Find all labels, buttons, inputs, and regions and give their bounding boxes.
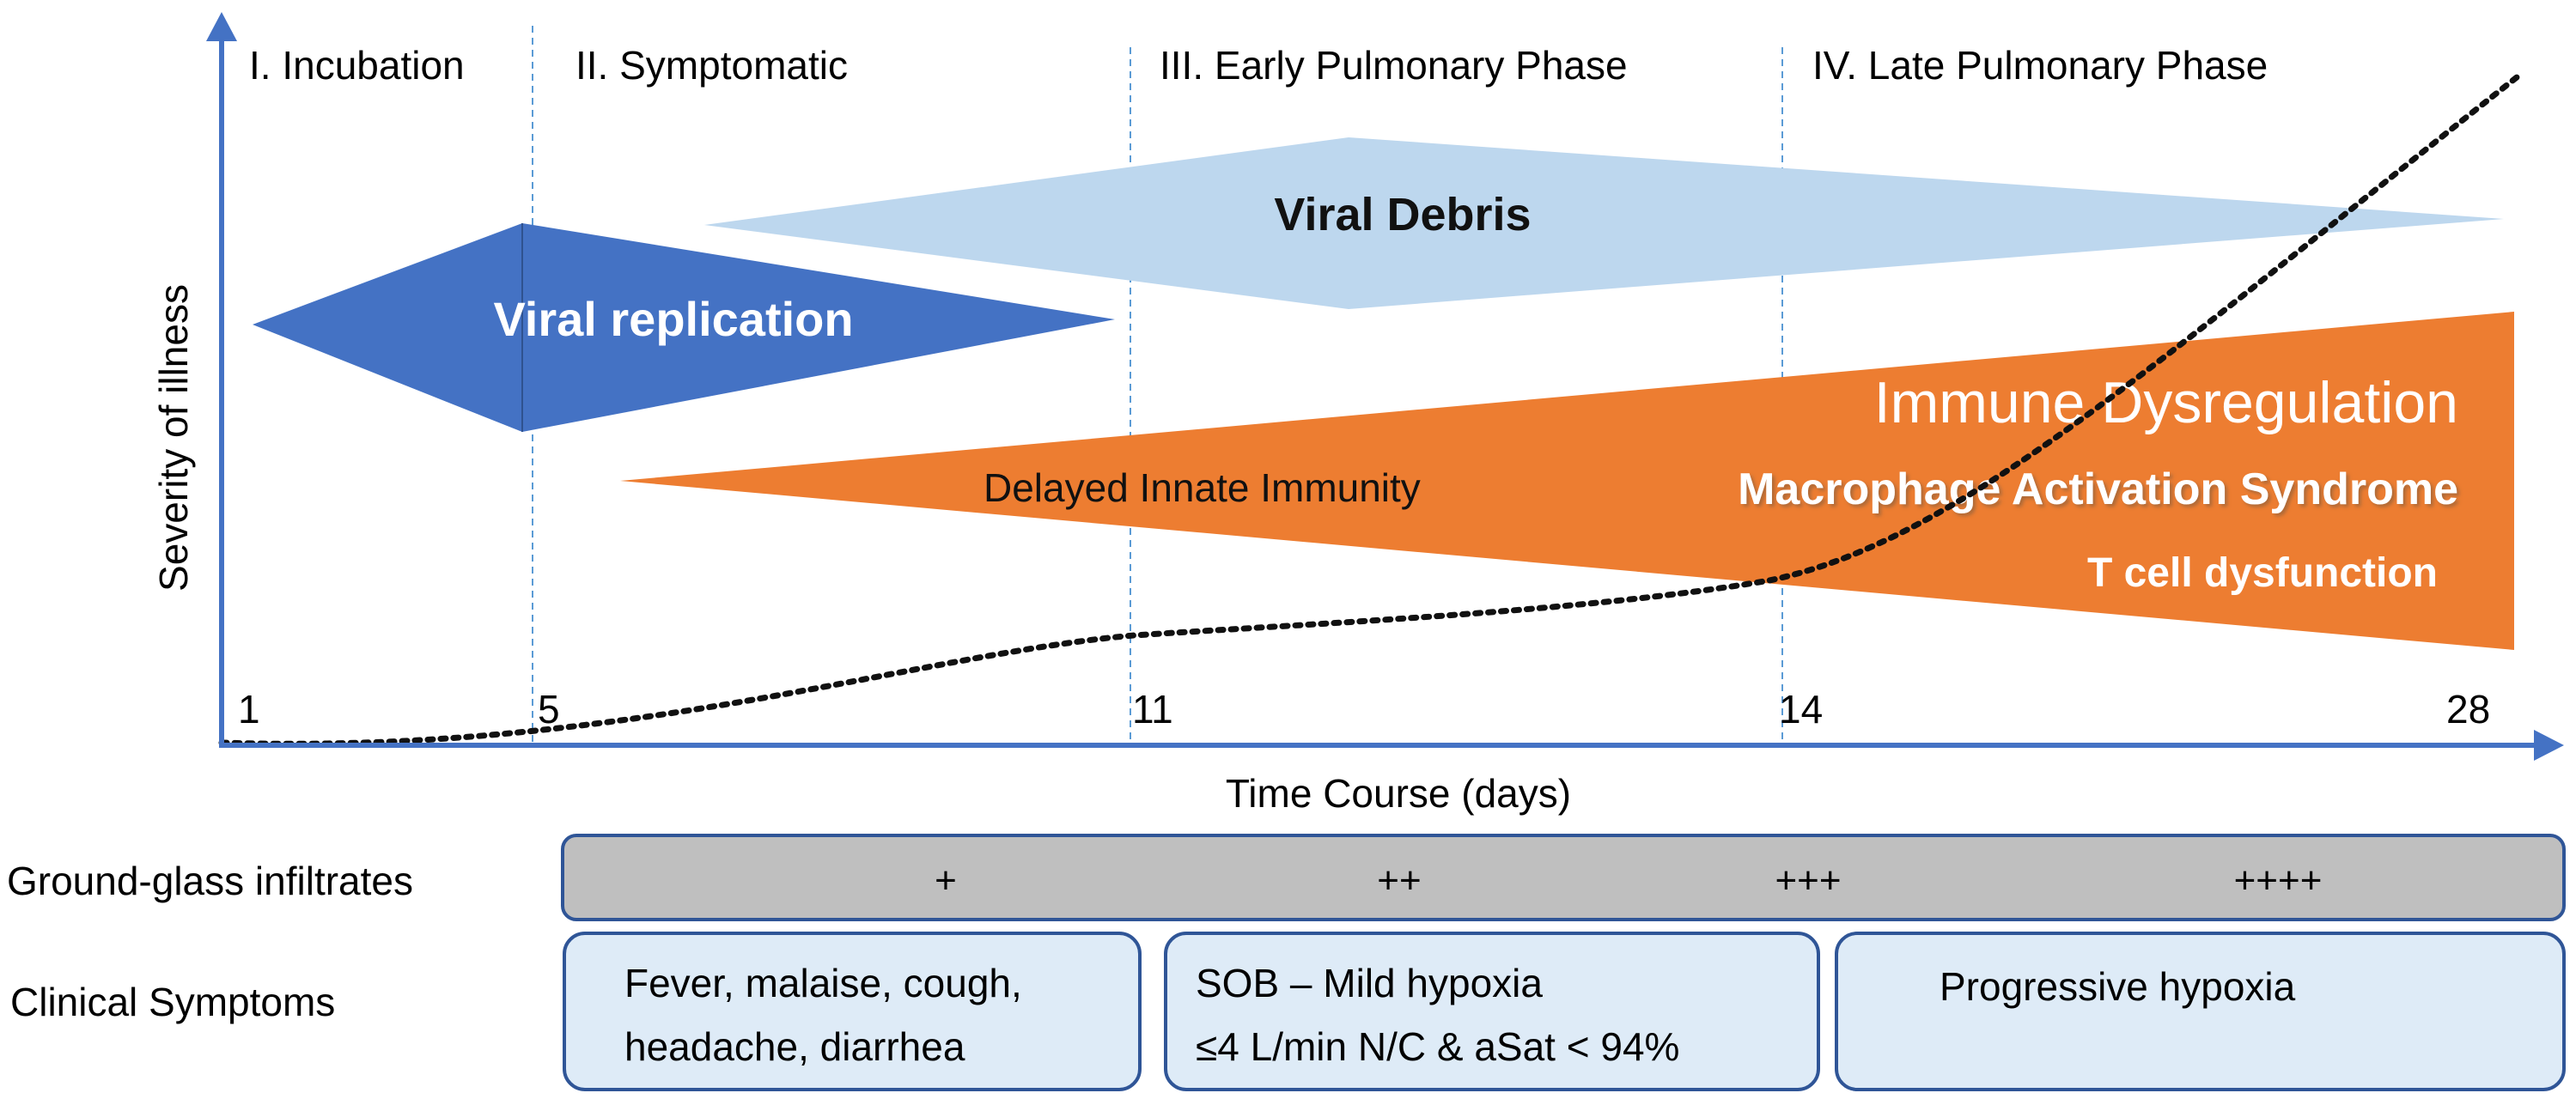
delayed-innate-immunity-label: Delayed Innate Immunity: [984, 465, 1421, 510]
mas-label: Macrophage Activation Syndrome: [1738, 464, 2458, 514]
immune-dysregulation-shape: [620, 312, 2514, 650]
tcell-dysfunction-label: T cell dysfunction: [2087, 550, 2438, 596]
clinical-box-early-line-1: Fever, malaise, cough,: [624, 961, 1022, 1005]
clinical-symptoms-label: Clinical Symptoms: [10, 980, 335, 1024]
ground-glass-level-2: ++: [1377, 859, 1421, 902]
clinical-box-early: [563, 932, 1142, 1091]
ground-glass-label: Ground-glass infiltrates: [7, 859, 413, 903]
ground-glass-level-1: +: [935, 859, 957, 902]
clinical-box-progressive-line-1: Progressive hypoxia: [1940, 964, 2296, 1009]
severity-curve: [218, 74, 2520, 747]
ground-glass-bar: [561, 834, 2566, 921]
y-axis-arrow: [206, 12, 237, 41]
ground-glass-level-3: +++: [1775, 859, 1841, 902]
clinical-box-mild-line-1: SOB – Mild hypoxia: [1196, 961, 1543, 1005]
clinical-box-mild-hypoxia: [1164, 932, 1820, 1091]
viral-replication-shape: [253, 223, 1115, 432]
x-axis-label: Time Course (days): [1226, 771, 1571, 816]
immune-dysregulation-label: Immune Dysregulation: [1874, 370, 2458, 435]
day-tick-11: 11: [1132, 687, 1173, 732]
clinical-box-mild-line-2: ≤4 L/min N/C & aSat < 94%: [1196, 1024, 1679, 1069]
phase-label-incubation: I. Incubation: [249, 43, 465, 88]
y-axis-label: Severity of illness: [151, 284, 196, 592]
viral-debris-label: Viral Debris: [1274, 189, 1531, 240]
viral-replication-label: Viral replication: [493, 292, 853, 346]
phase-label-early-pulmonary: III. Early Pulmonary Phase: [1160, 43, 1628, 88]
ground-glass-level-4: ++++: [2234, 859, 2323, 902]
phase-label-symptomatic: II. Symptomatic: [575, 43, 848, 88]
day-tick-1: 1: [238, 687, 260, 732]
viral-debris-shape: [704, 137, 2504, 309]
clinical-box-progressive: [1835, 932, 2566, 1091]
clinical-box-early-line-2: headache, diarrhea: [624, 1024, 965, 1069]
day-tick-5: 5: [538, 687, 560, 732]
phase-label-late-pulmonary: IV. Late Pulmonary Phase: [1812, 43, 2268, 88]
day-tick-14: 14: [1779, 687, 1823, 732]
day-tick-28: 28: [2446, 687, 2490, 732]
x-axis-arrow: [2534, 730, 2564, 761]
